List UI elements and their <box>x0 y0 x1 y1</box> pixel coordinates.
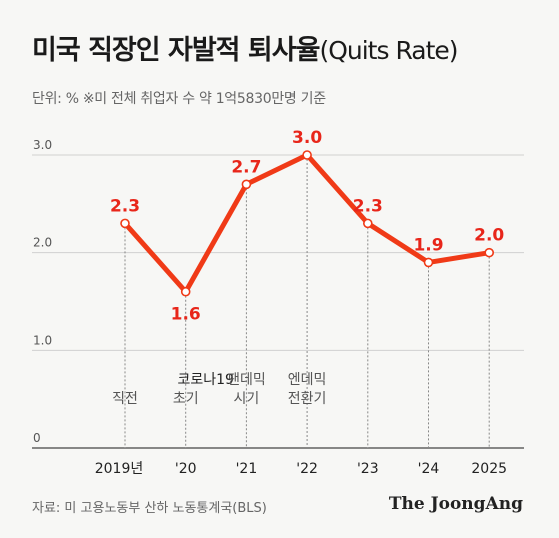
data-label: 2.3 <box>110 196 140 216</box>
data-label: 2.7 <box>231 157 261 177</box>
data-label: 2.0 <box>474 226 504 246</box>
title-ko: 미국 직장인 자발적 퇴사율 <box>32 35 320 66</box>
period-annotation: 엔데믹 <box>288 372 327 388</box>
x-tick-label: '21 <box>236 461 258 477</box>
period-annotation: 전환기 <box>288 391 327 407</box>
x-tick-label: '22 <box>296 461 318 477</box>
data-label: 1.9 <box>413 235 443 255</box>
data-point <box>120 218 130 229</box>
period-annotation: 초기 <box>173 391 199 407</box>
data-label: 3.0 <box>292 128 322 148</box>
y-tick-label: 3.0 <box>33 138 52 152</box>
data-point <box>302 150 312 160</box>
chart-subtitle: 단위: % ※미 전체 취업자 수 약 1억5830만명 기준 <box>32 91 326 107</box>
page-title: 미국 직장인 자발적 퇴사율(Quits Rate) <box>32 28 459 67</box>
x-tick-label: '20 <box>175 461 197 477</box>
data-point <box>362 218 373 229</box>
x-tick-label: '24 <box>418 461 440 477</box>
data-label: 2.3 <box>353 196 383 216</box>
x-tick-label: 2019년 <box>95 461 144 477</box>
data-label: 1.6 <box>171 305 201 325</box>
data-point <box>180 286 191 297</box>
y-tick-label: 1.0 <box>33 333 52 347</box>
data-point <box>484 247 495 258</box>
period-annotation: 팬데믹 <box>227 372 266 388</box>
y-tick-label: 0 <box>33 431 41 445</box>
x-tick-label: '23 <box>357 461 379 477</box>
period-annotation: 시기 <box>234 391 260 407</box>
y-tick-label: 2.0 <box>33 236 52 250</box>
period-annotation: 코로나19 <box>177 372 233 388</box>
publisher-logo: The JoongAng <box>388 494 523 514</box>
source-note: 자료: 미 고용노동부 산하 노동통계국(BLS) <box>32 501 267 516</box>
period-annotation: 직전 <box>112 391 138 407</box>
data-point <box>423 257 434 268</box>
x-tick-label: 2025 <box>471 461 507 477</box>
title-en: (Quits Rate) <box>319 36 458 65</box>
data-point <box>241 179 252 190</box>
